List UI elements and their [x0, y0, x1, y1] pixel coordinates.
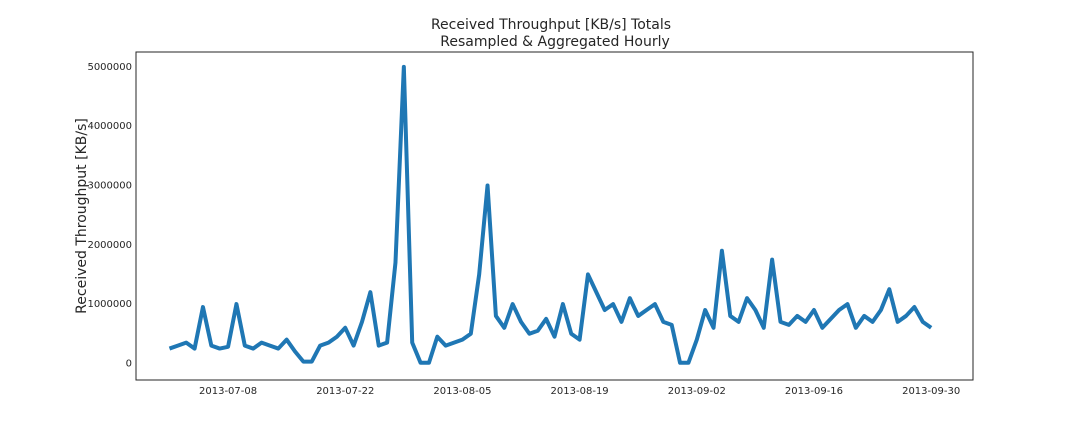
- x-tick-label: 2013-07-08: [199, 386, 257, 397]
- x-tick-label: 2013-08-19: [551, 386, 609, 397]
- x-tick-label: 2013-09-16: [785, 386, 843, 397]
- line-series: [168, 64, 933, 365]
- y-tick-label: 3000000: [87, 180, 132, 191]
- plot-frame: [135, 51, 974, 381]
- chart-subtitle: Resampled & Aggregated Hourly: [440, 34, 670, 50]
- x-tick-label: 2013-08-05: [433, 386, 491, 397]
- y-tick-label: 2000000: [87, 240, 132, 251]
- x-tick-label: 2013-09-30: [902, 386, 960, 397]
- y-tick-label: 4000000: [87, 121, 132, 132]
- chart-title: Received Throughput [KB/s] Totals: [431, 17, 671, 33]
- x-tick-label: 2013-09-02: [668, 386, 726, 397]
- y-tick-label: 0: [126, 358, 132, 369]
- y-axis-label: Received Throughput [KB/s]: [74, 118, 90, 314]
- y-tick-label: 5000000: [87, 62, 132, 73]
- y-tick-label: 1000000: [87, 299, 132, 310]
- x-tick-label: 2013-07-22: [316, 386, 374, 397]
